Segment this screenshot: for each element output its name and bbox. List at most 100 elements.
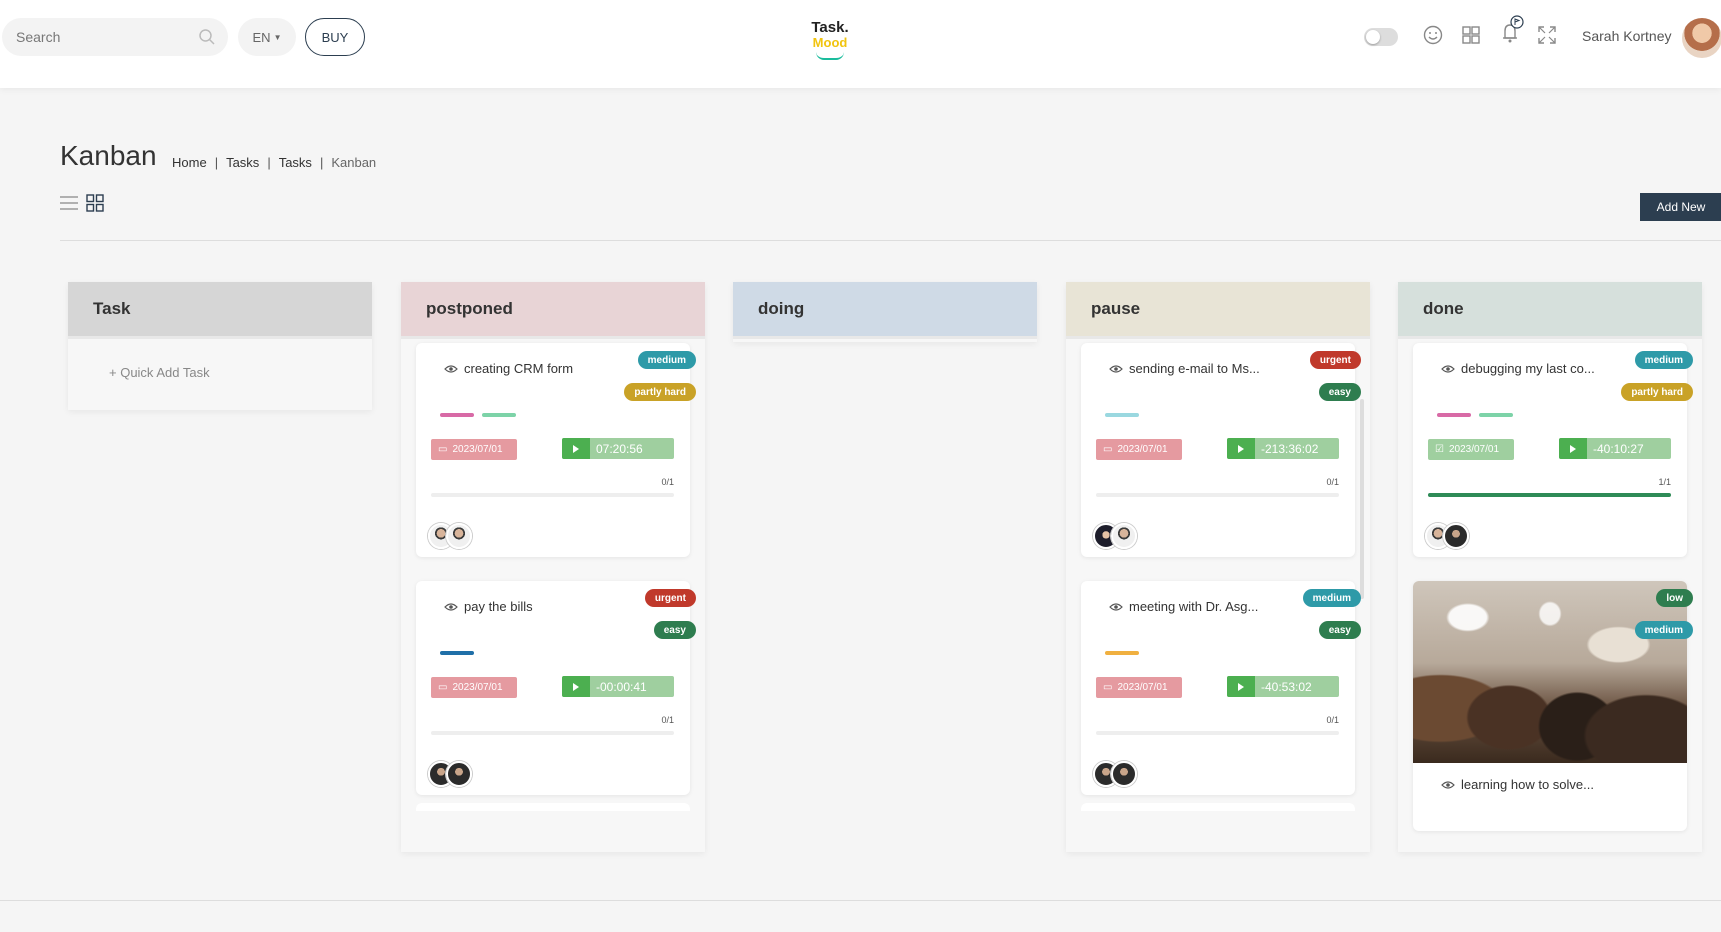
due-date[interactable]: ▭ 2023/07/01 [431, 439, 517, 460]
breadcrumb-separator: | [267, 155, 271, 170]
priority-badge: urgent [1309, 351, 1361, 369]
difficulty-badge: partly hard [624, 383, 696, 401]
due-date[interactable]: ☑ 2023/07/01 [1428, 439, 1514, 460]
task-card[interactable]: debugging my last co... medium partly ha… [1413, 343, 1693, 557]
user-avatar[interactable] [1682, 18, 1721, 58]
progress-bar [1096, 493, 1339, 497]
task-card[interactable]: creating CRM form medium partly hard ▭ 20… [416, 343, 696, 557]
difficulty-badge: easy [653, 621, 696, 639]
column-header-doing: doing [733, 282, 1037, 336]
timer: 07:20:56 [562, 438, 674, 459]
checked-calendar-icon: ☑ [1435, 444, 1444, 455]
priority-badge: medium [1302, 589, 1361, 607]
task-title[interactable]: pay the bills [444, 599, 634, 614]
task-title[interactable]: creating CRM form [444, 361, 634, 376]
timer-text: -213:36:02 [1261, 441, 1319, 456]
task-title[interactable]: debugging my last co... [1441, 361, 1631, 376]
search-input[interactable] [16, 29, 186, 45]
due-date[interactable]: ▭ 2023/07/01 [1096, 439, 1182, 460]
timer: -213:36:02 [1227, 438, 1339, 459]
task-card-with-image[interactable]: low medium learning how to solve... [1413, 581, 1693, 831]
task-title-text: meeting with Dr. Asg... [1129, 599, 1259, 614]
column-pause: pause sending e-mail to Ms... urgent eas… [1066, 282, 1370, 852]
task-title-text: debugging my last co... [1461, 361, 1595, 376]
logo-text-mood: Mood [812, 35, 848, 50]
label-bar [440, 413, 474, 417]
assignees [1093, 761, 1137, 787]
assignees [428, 761, 472, 787]
due-date[interactable]: ▭ 2023/07/01 [1096, 677, 1182, 698]
search-box [2, 18, 228, 56]
play-button[interactable] [562, 438, 590, 459]
breadcrumb: Home | Tasks | Tasks | Kanban [172, 155, 376, 170]
timer-text: -40:53:02 [1261, 679, 1312, 694]
search-icon[interactable] [198, 28, 216, 46]
task-title[interactable]: sending e-mail to Ms... [1109, 361, 1299, 376]
calendar-icon: ▭ [1103, 444, 1113, 455]
eye-icon [444, 364, 458, 373]
avatar[interactable] [1443, 523, 1469, 549]
user-name[interactable]: Sarah Kortney [1582, 28, 1672, 44]
due-date-text: 2023/07/01 [1448, 444, 1500, 455]
eye-icon [444, 602, 458, 611]
quick-add-task-button[interactable]: + Quick Add Task [109, 364, 210, 380]
checklist-count: 0/1 [661, 715, 674, 725]
column-body-postponed: creating CRM form medium partly hard ▭ 20… [401, 336, 705, 811]
breadcrumb-tasks[interactable]: Tasks [226, 155, 260, 170]
avatar[interactable] [1111, 523, 1137, 549]
timer: -40:53:02 [1227, 676, 1339, 697]
buy-button[interactable]: BUY [305, 18, 365, 56]
play-button[interactable] [1227, 438, 1255, 459]
difficulty-badge: medium [1634, 621, 1693, 639]
play-button[interactable] [562, 676, 590, 697]
apps-grid-icon[interactable] [1460, 24, 1482, 46]
label-bar [1105, 651, 1139, 655]
column-body-pause: sending e-mail to Ms... urgent easy ▭ 202… [1066, 336, 1370, 811]
task-title-text: learning how to solve... [1461, 777, 1594, 792]
theme-toggle[interactable] [1364, 28, 1398, 46]
eye-icon [1109, 602, 1123, 611]
due-date[interactable]: ▭ 2023/07/01 [431, 677, 517, 698]
smiley-icon[interactable] [1422, 24, 1444, 46]
priority-badge: low [1656, 589, 1693, 607]
column-scrollbar[interactable] [1360, 399, 1364, 599]
eye-icon [1441, 364, 1455, 373]
breadcrumb-home[interactable]: Home [172, 155, 207, 170]
task-card[interactable]: sending e-mail to Ms... urgent easy ▭ 202… [1081, 343, 1361, 557]
app-logo[interactable]: Task. Mood [808, 20, 852, 60]
avatar[interactable] [1111, 761, 1137, 787]
logo-text-task: Task. [811, 19, 849, 36]
play-button[interactable] [1559, 438, 1587, 459]
task-card[interactable]: pay the bills urgent easy ▭ 2023/07/01 -0… [416, 581, 696, 795]
column-header-postponed: postponed [401, 282, 705, 336]
label-bar [1437, 413, 1471, 417]
task-card[interactable]: meeting with Dr. Asg... medium easy ▭ 202… [1081, 581, 1361, 795]
label-bar [1105, 413, 1139, 417]
top-bar: EN▼ BUY Task. Mood Sarah Kortney [0, 0, 1721, 88]
play-button[interactable] [1227, 676, 1255, 697]
list-view-icon[interactable] [60, 195, 78, 211]
breadcrumb-current: Kanban [331, 155, 377, 170]
label-bar [482, 413, 516, 417]
task-title-text: pay the bills [464, 599, 533, 614]
task-title[interactable]: learning how to solve... [1441, 777, 1631, 792]
avatar[interactable] [446, 523, 472, 549]
difficulty-badge: easy [1318, 621, 1361, 639]
column-body-doing [733, 336, 1037, 339]
notification-bell-icon[interactable] [1498, 14, 1524, 46]
breadcrumb-separator: | [214, 155, 219, 170]
checklist-count: 0/1 [661, 477, 674, 487]
task-title[interactable]: meeting with Dr. Asg... [1109, 599, 1299, 614]
calendar-icon: ▭ [1103, 682, 1113, 693]
footer-divider [0, 900, 1721, 901]
avatar[interactable] [446, 761, 472, 787]
breadcrumb-tasks-2[interactable]: Tasks [278, 155, 312, 170]
language-selector[interactable]: EN ▼ [238, 18, 296, 56]
grid-view-icon[interactable] [86, 194, 104, 212]
logo-smile-icon [816, 52, 844, 60]
divider [60, 240, 1721, 241]
column-body-done: debugging my last co... medium partly ha… [1398, 336, 1702, 831]
add-new-button[interactable]: Add New [1640, 193, 1721, 221]
progress-bar [1096, 731, 1339, 735]
fullscreen-icon[interactable] [1536, 24, 1558, 46]
